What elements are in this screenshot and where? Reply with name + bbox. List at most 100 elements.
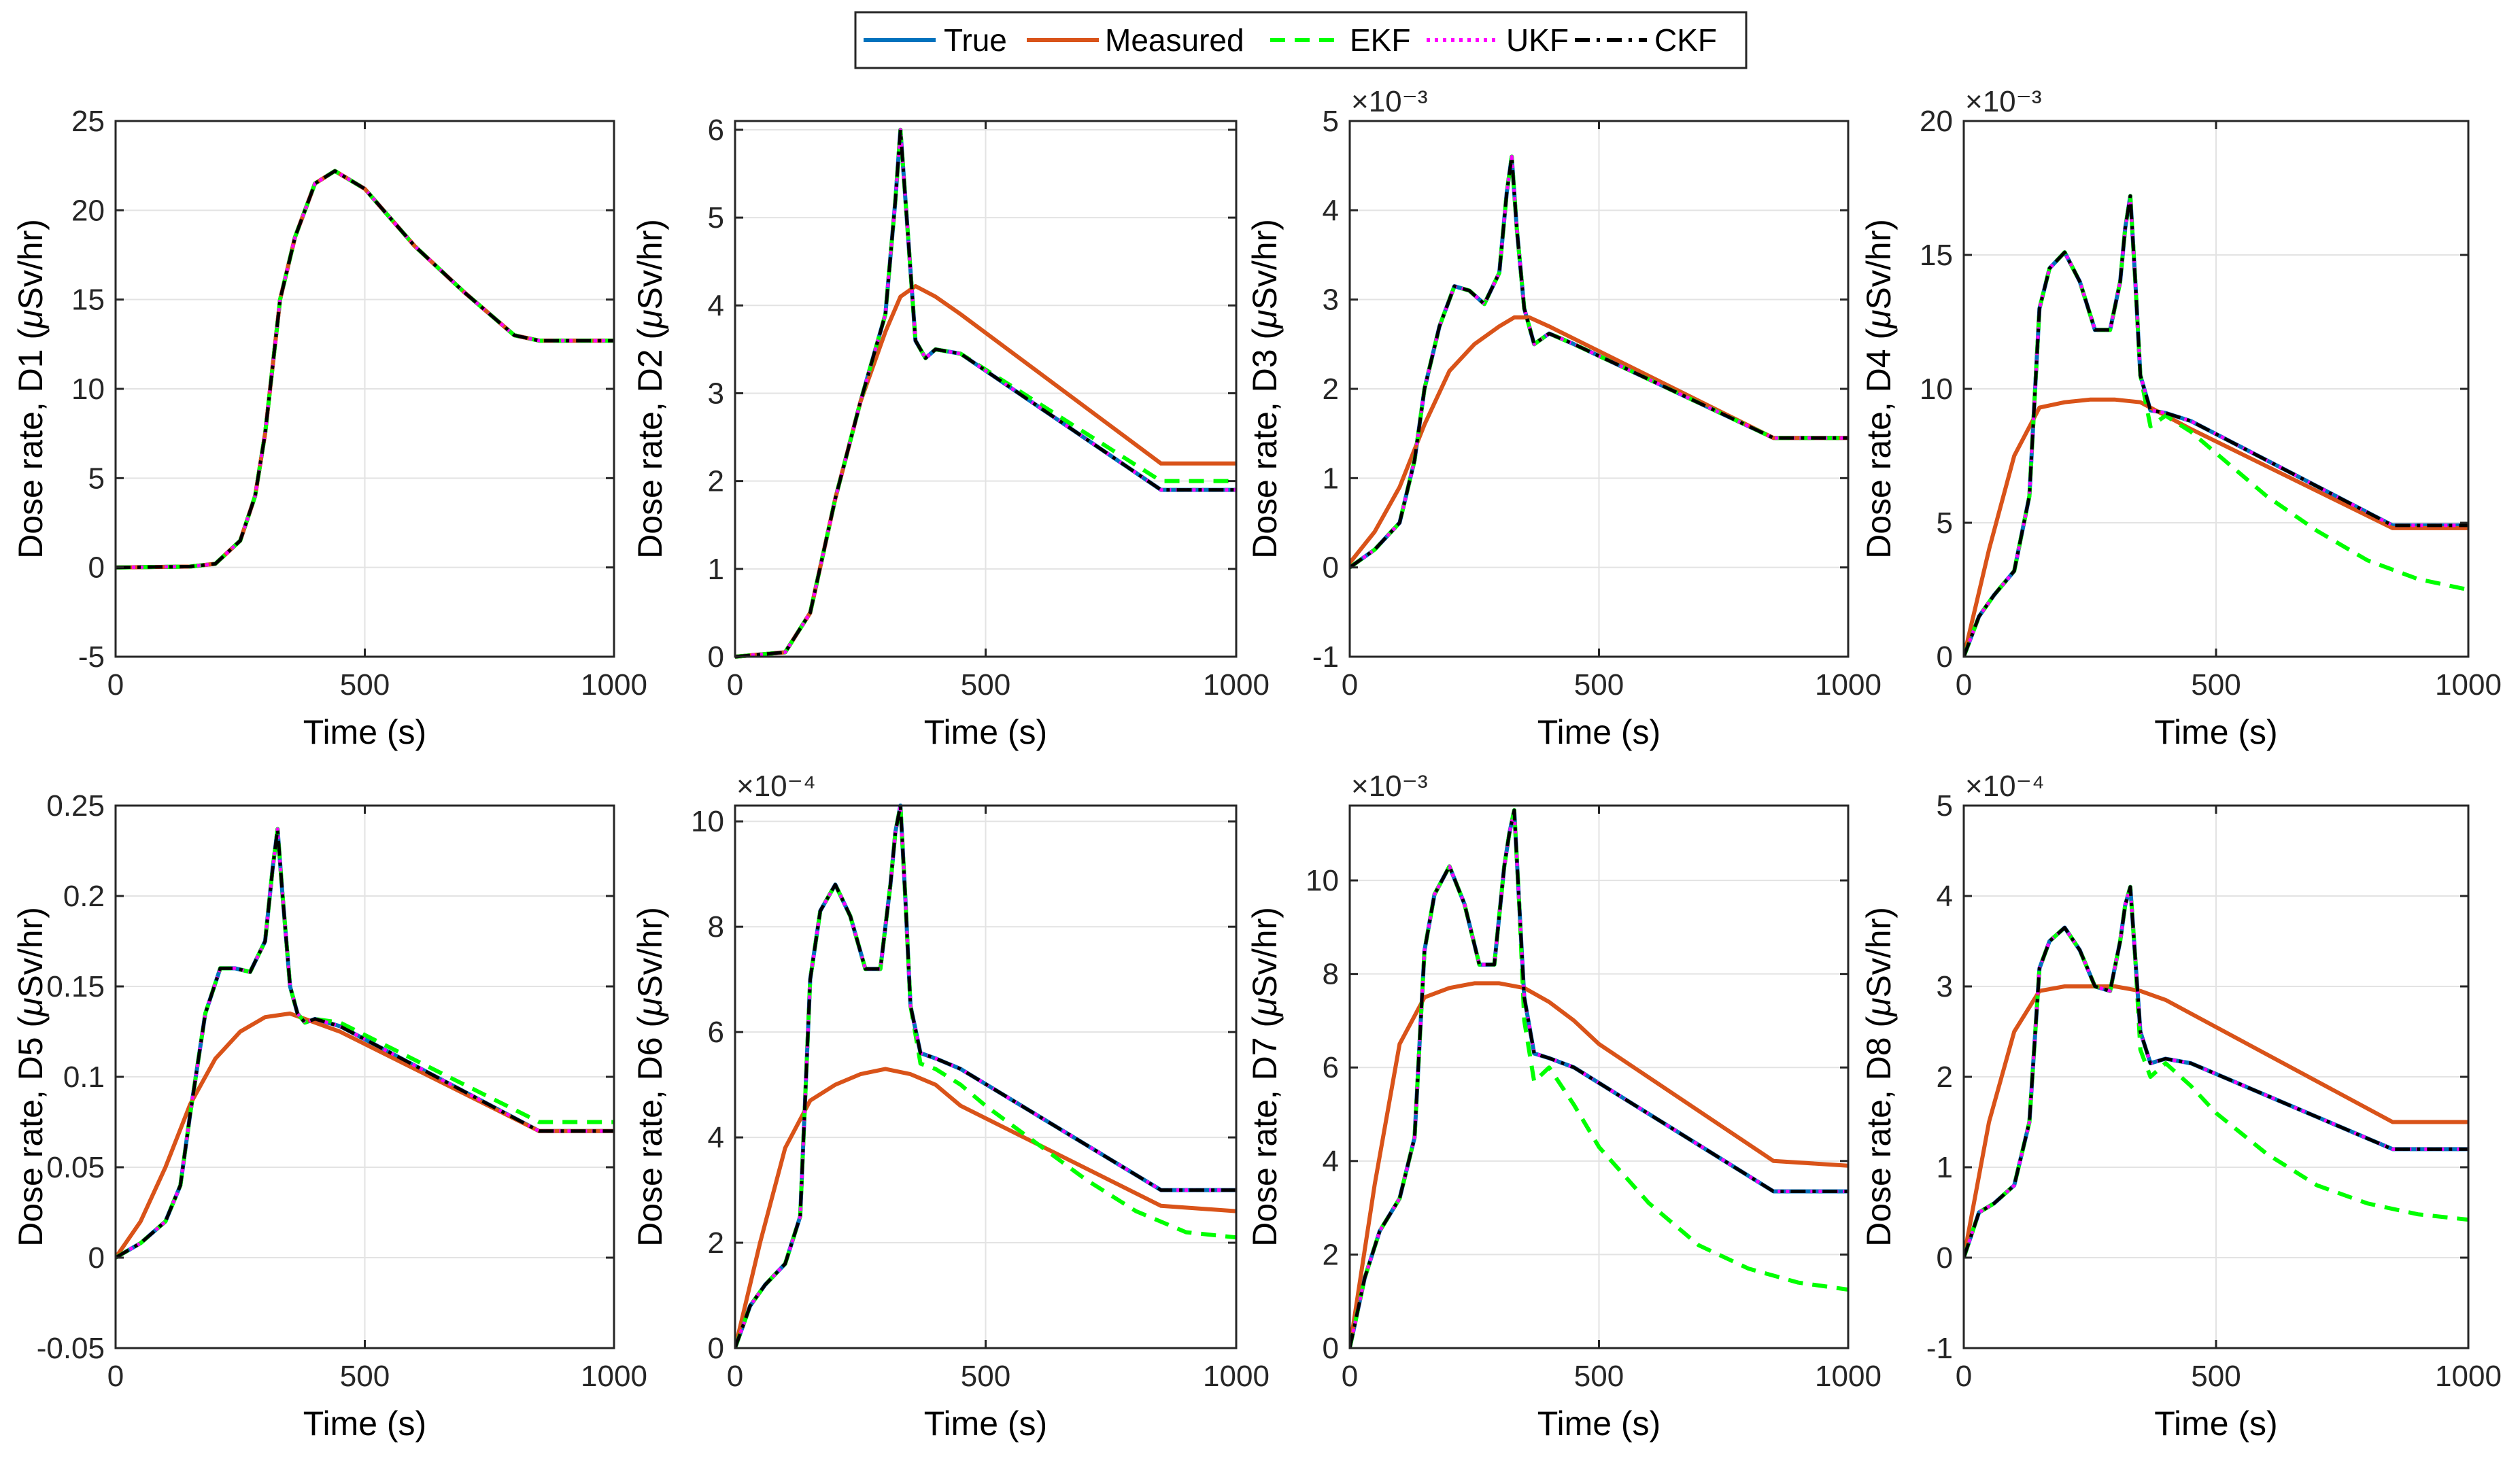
y-tick-label: 6 — [1323, 1051, 1339, 1084]
y-tick-label: 5 — [708, 201, 724, 235]
x-tick-label: 1000 — [1815, 1360, 1882, 1393]
y-tick-label: 0 — [708, 640, 724, 674]
series-line-ckf — [116, 169, 614, 570]
y-tick-label: 1 — [1323, 462, 1339, 495]
x-tick-label: 0 — [107, 668, 124, 702]
subplot-d7: 0 500 1000 0 2 4 6 8 10 ×10⁻³ Time (s) Dose rate, D… — [1246, 770, 1882, 1443]
series-group — [1964, 194, 2468, 658]
y-tick-label: 0.1 — [63, 1061, 105, 1094]
x-axis-label: Time (s) — [1537, 1404, 1661, 1443]
y-tick-label: 2 — [1937, 1061, 1953, 1094]
x-tick-label: 500 — [1574, 1360, 1624, 1393]
y-tick-label: 20 — [71, 194, 105, 227]
x-tick-label: 0 — [727, 1360, 743, 1393]
y-tick-label: 0.05 — [46, 1151, 105, 1184]
y-tick-label: 4 — [1323, 194, 1339, 227]
x-tick-label: 0 — [1342, 1360, 1358, 1393]
x-axis-label: Time (s) — [2154, 713, 2277, 751]
subplot-d2: 0 500 1000 0 1 2 3 4 5 6 Time (s) Dose rate, D2 (μS… — [631, 114, 1270, 751]
x-tick-label: 1000 — [2435, 1360, 2502, 1393]
x-tick-label: 1000 — [581, 668, 647, 702]
y-axis-label: Dose rate, D1 (μSv/hr) — [12, 219, 50, 559]
y-axis-label: Dose rate, D8 (μSv/hr) — [1860, 907, 1898, 1247]
y-tick-label: 5 — [88, 462, 105, 495]
series-line-measured — [1350, 981, 1848, 1349]
y-axis-label: Dose rate, D7 (μSv/hr) — [1246, 907, 1284, 1247]
series-group — [116, 827, 614, 1260]
y-axis-label: Dose rate, D3 (μSv/hr) — [1246, 219, 1284, 559]
y-tick-label: 0 — [1937, 1241, 1953, 1275]
legend-label-measured: Measured — [1105, 22, 1244, 58]
y-tick-label: 10 — [71, 373, 105, 406]
x-tick-label: 500 — [2191, 668, 2241, 702]
y-tick-label: 0.25 — [46, 789, 105, 823]
y-tick-label: 0 — [88, 1241, 105, 1275]
series-group — [735, 127, 1236, 659]
x-axis-label: Time (s) — [303, 713, 426, 751]
series-line-ckf — [116, 827, 614, 1260]
series-line-ukf — [735, 804, 1236, 1349]
y-tick-label: 25 — [71, 105, 105, 138]
y-tick-label: 0.15 — [46, 970, 105, 1003]
x-tick-label: 0 — [1342, 668, 1358, 702]
axis-multiplier: ×10⁻⁴ — [1965, 770, 2045, 803]
x-tick-label: 0 — [727, 668, 743, 702]
y-tick-label: 4 — [1323, 1145, 1339, 1178]
y-tick-label: 1 — [1937, 1151, 1953, 1184]
y-tick-label: 0 — [1323, 551, 1339, 585]
series-line-ckf — [1350, 155, 1848, 569]
y-tick-label: 8 — [1323, 958, 1339, 991]
x-axis-label: Time (s) — [303, 1404, 426, 1443]
y-tick-label: 8 — [708, 910, 724, 944]
series-line-ukf — [735, 128, 1236, 659]
y-tick-label: -1 — [1926, 1332, 1953, 1365]
series-line-ckf — [1350, 808, 1848, 1349]
y-tick-label: 4 — [708, 1121, 724, 1154]
subplot-d4: 0 500 1000 0 5 10 15 20 ×10⁻³ Time (s) Dose rate, … — [1860, 85, 2502, 751]
y-tick-label: 0 — [1323, 1332, 1339, 1365]
series-line-ckf — [1964, 885, 2468, 1258]
x-tick-label: 500 — [961, 1360, 1010, 1393]
y-tick-label: 2 — [708, 1226, 724, 1260]
series-line-measured — [1964, 984, 2468, 1258]
x-tick-label: 500 — [1574, 668, 1624, 702]
y-tick-label: 6 — [708, 1016, 724, 1049]
y-tick-label: 0 — [88, 551, 105, 585]
y-tick-label: 5 — [1937, 506, 1953, 540]
y-tick-label: 3 — [1937, 970, 1953, 1003]
y-tick-label: 4 — [1937, 880, 1953, 913]
y-tick-label: 15 — [1920, 239, 1953, 272]
legend: True Measured EKF UKF CKF — [854, 11, 1748, 69]
axis-multiplier: ×10⁻³ — [1965, 85, 2042, 118]
x-tick-label: 1000 — [2435, 668, 2502, 702]
x-tick-label: 1000 — [1203, 1360, 1270, 1393]
y-tick-label: 2 — [708, 465, 724, 498]
y-tick-label: -1 — [1312, 640, 1339, 674]
x-axis-label: Time (s) — [1537, 713, 1661, 751]
y-axis-label: Dose rate, D5 (μSv/hr) — [12, 907, 50, 1247]
x-tick-label: 500 — [340, 668, 390, 702]
series-line-ekf — [1964, 194, 2468, 658]
series-line-measured — [1350, 315, 1848, 564]
x-tick-label: 500 — [340, 1360, 390, 1393]
y-tick-label: 10 — [691, 805, 724, 838]
x-axis-label: Time (s) — [924, 1404, 1047, 1443]
legend-label-ekf: EKF — [1350, 22, 1410, 58]
y-tick-label: 4 — [708, 289, 724, 322]
y-tick-label: 5 — [1937, 789, 1953, 823]
y-tick-label: 3 — [1323, 283, 1339, 317]
y-tick-label: 20 — [1920, 105, 1953, 138]
series-line-ckf — [735, 804, 1236, 1349]
y-tick-label: 15 — [71, 283, 105, 317]
y-tick-label: 0 — [1937, 640, 1953, 674]
series-line-ukf — [1350, 808, 1848, 1349]
y-tick-label: 6 — [708, 114, 724, 147]
series-line-ukf — [1964, 885, 2468, 1258]
x-tick-label: 0 — [1956, 1360, 1972, 1393]
y-tick-label: 10 — [1306, 864, 1339, 897]
x-tick-label: 0 — [1956, 668, 1972, 702]
y-tick-label: -5 — [78, 640, 105, 674]
